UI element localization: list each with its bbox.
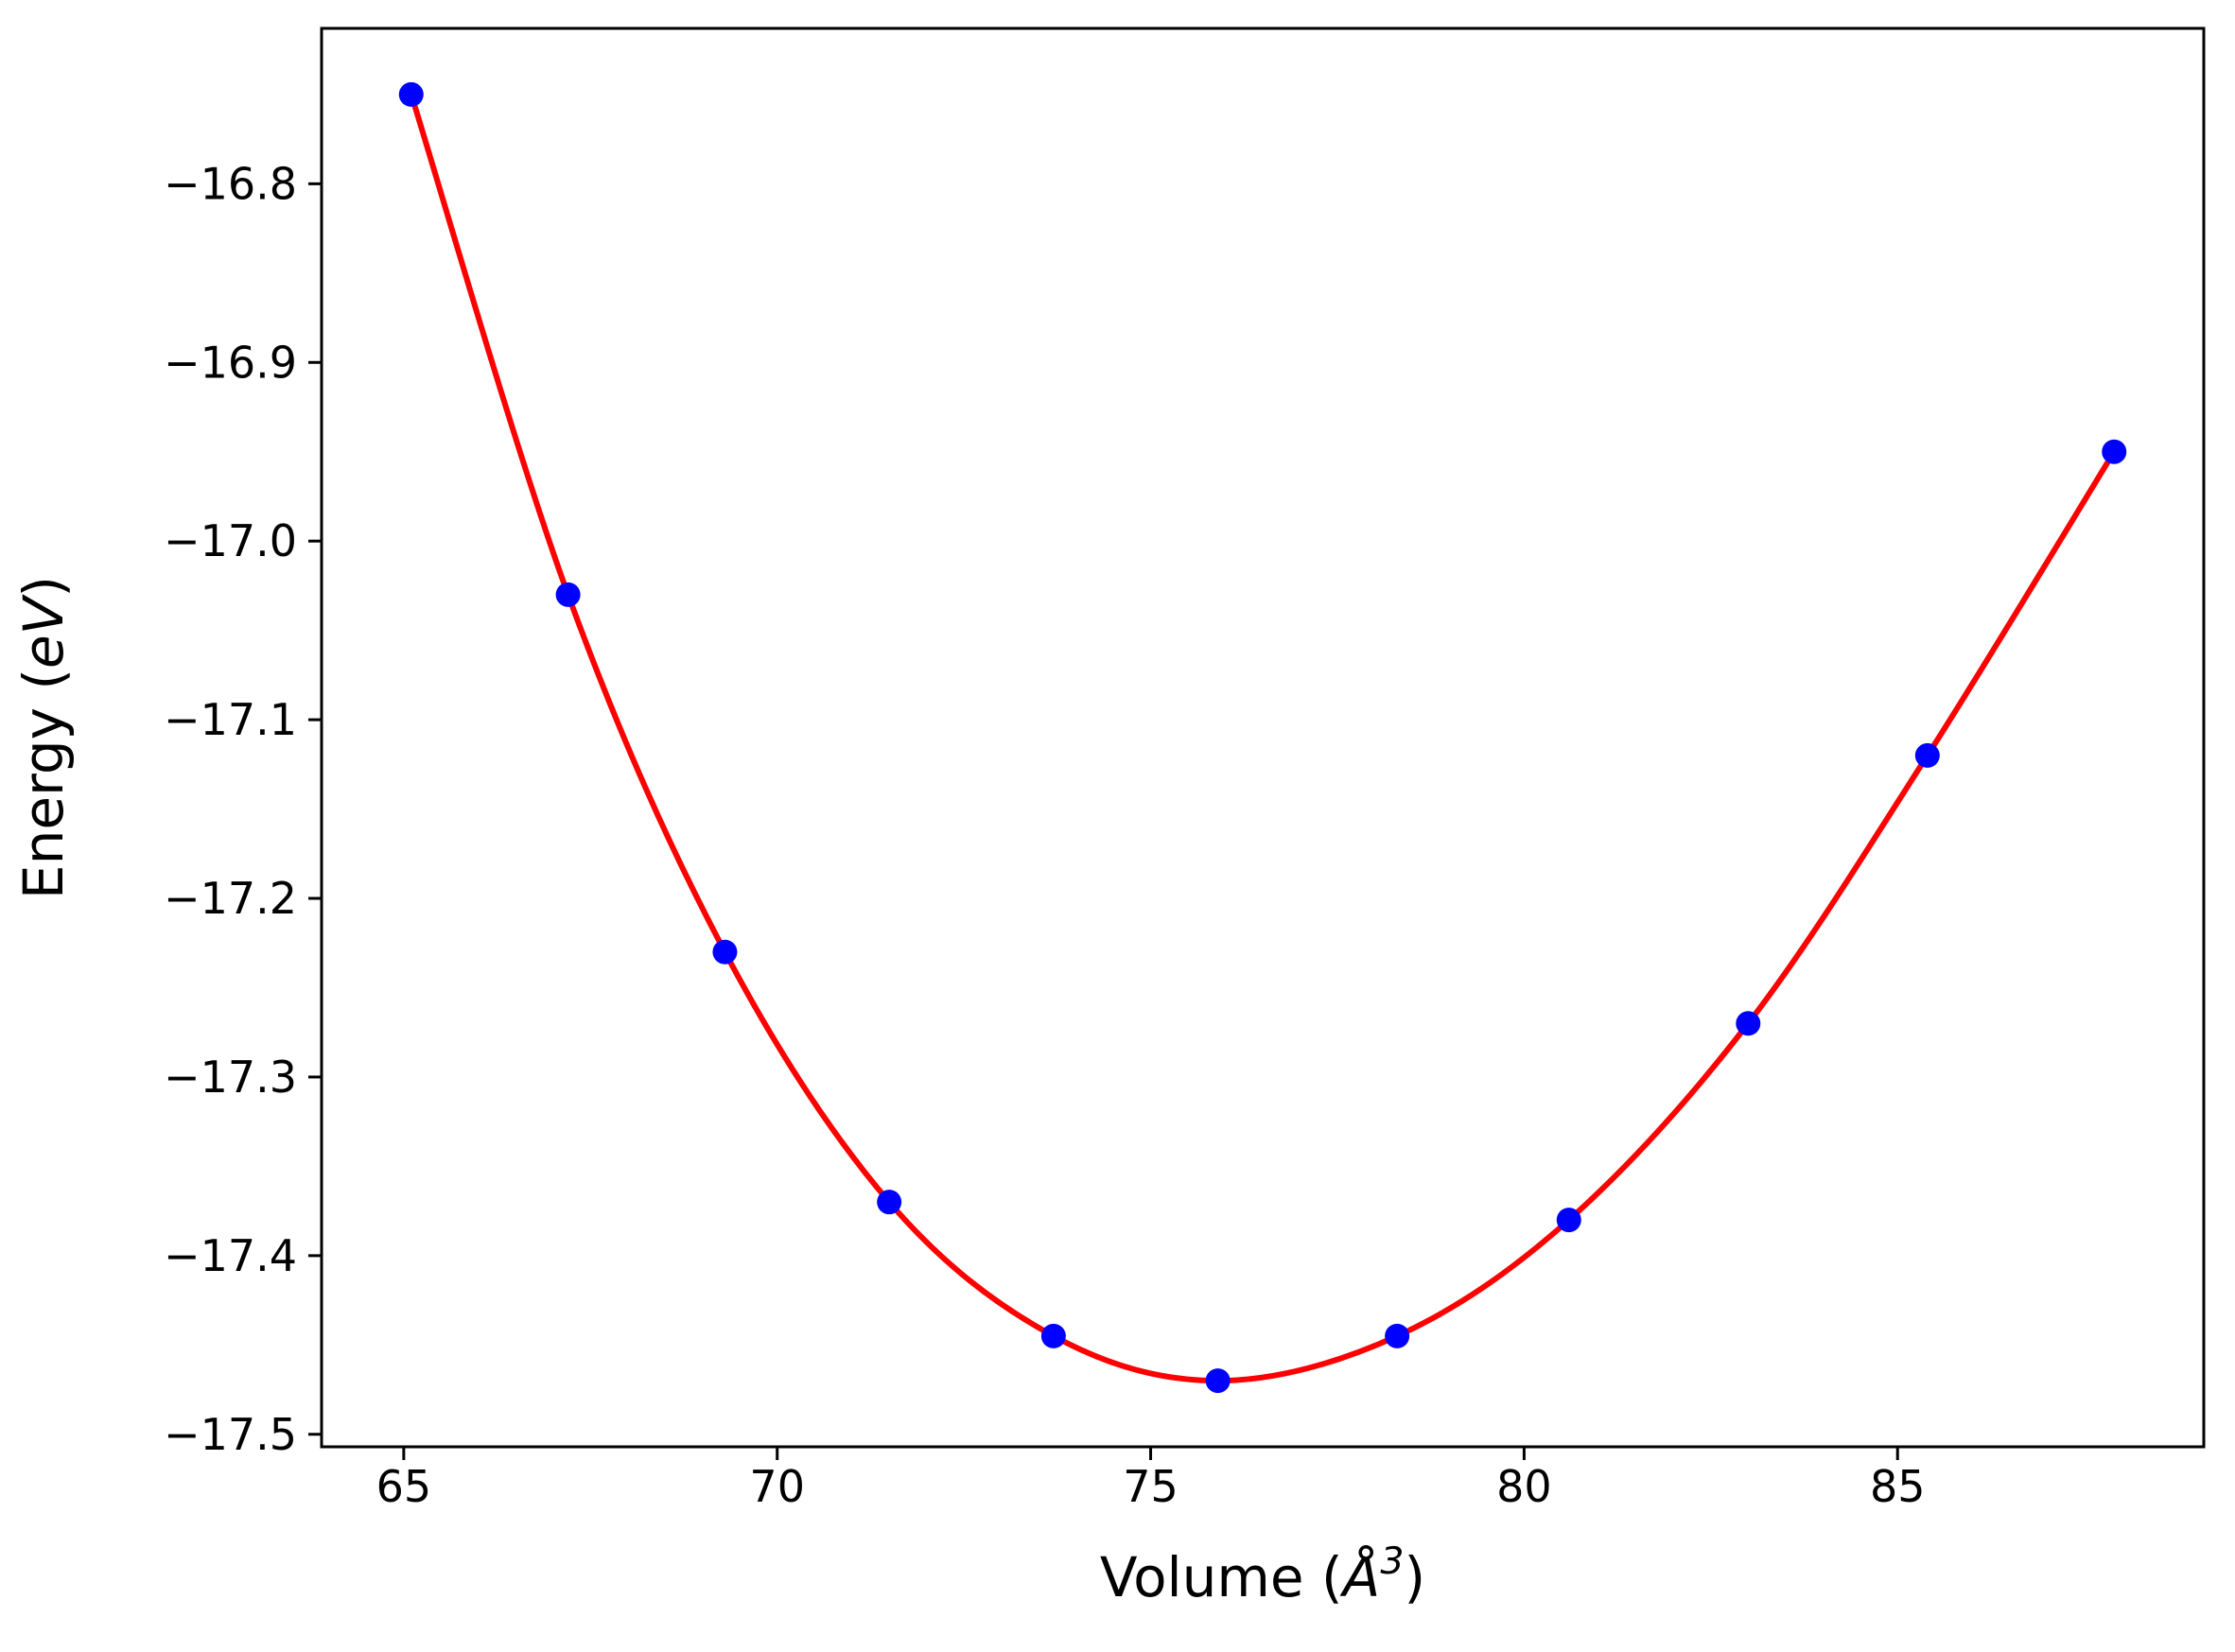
data-point	[555, 582, 581, 607]
x-tick-label: 70	[749, 1461, 805, 1512]
x-tick-label: 80	[1496, 1461, 1552, 1512]
data-point	[1914, 742, 1940, 768]
y-tick-label: −17.3	[164, 1052, 297, 1103]
data-point	[1040, 1323, 1066, 1348]
data-point	[1385, 1323, 1410, 1348]
y-tick-label: −16.9	[164, 337, 297, 388]
data-point	[1736, 1011, 1761, 1036]
axes-spines	[320, 26, 2206, 1449]
eos-fit-curve	[408, 91, 2118, 1384]
data-point	[2102, 439, 2127, 464]
x-tick-label: 75	[1123, 1461, 1179, 1512]
y-tick-label: −17.1	[164, 694, 297, 745]
y-tick-label: −17.0	[164, 515, 297, 566]
y-tick-label: −17.2	[164, 873, 297, 924]
x-tick-label: 85	[1870, 1461, 1926, 1512]
data-point	[877, 1190, 902, 1215]
x-axis-label: Volume (Å3)	[1100, 1539, 1425, 1609]
x-tick-label: 65	[376, 1461, 432, 1512]
data-point	[1556, 1208, 1581, 1233]
data-point	[712, 939, 738, 965]
data-point	[1205, 1368, 1231, 1394]
y-axis-label: Energy (eV)	[11, 576, 76, 899]
y-tick-label: −17.4	[164, 1230, 297, 1281]
y-tick-label: −17.5	[164, 1409, 297, 1460]
data-point	[398, 81, 424, 107]
y-tick-label: −16.8	[164, 158, 297, 209]
